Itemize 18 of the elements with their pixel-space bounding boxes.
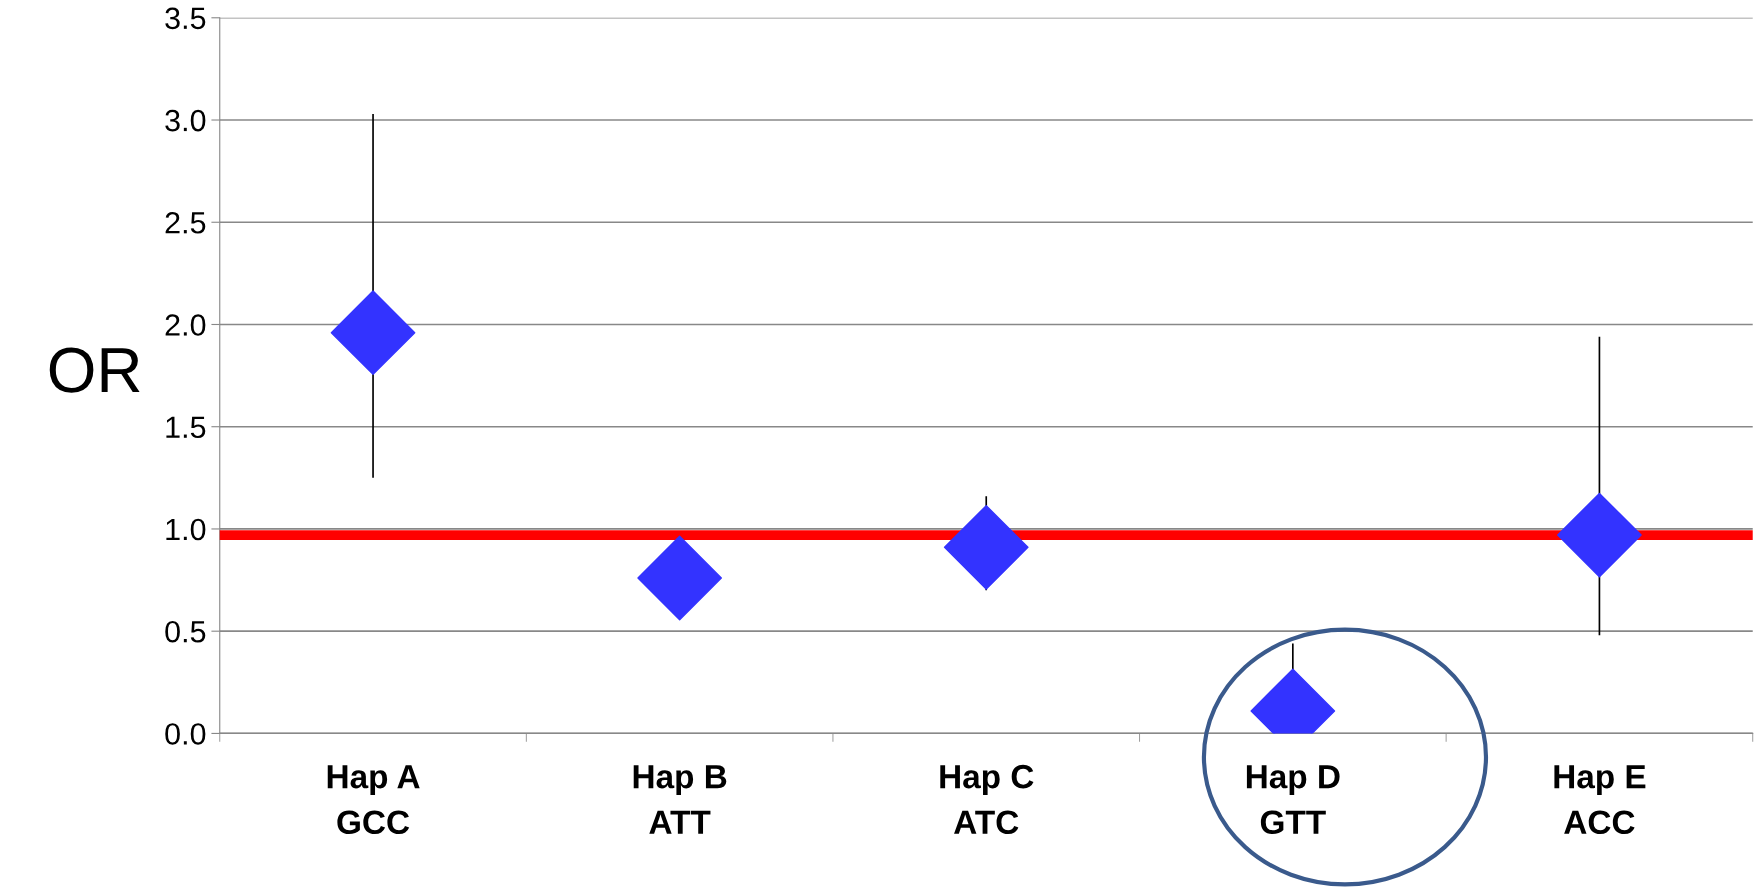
x-tick-label: Hap A GCC	[327, 765, 420, 835]
x-tick-label: Hap E ACC	[1554, 765, 1646, 835]
y-axis-title: OR	[49, 347, 140, 393]
y-tick-label: 2.5	[165, 211, 206, 234]
x-tick-label: Hap B ATT	[633, 765, 727, 834]
x-tick-label: Hap D GTT	[1246, 765, 1340, 835]
x-tick-label: Hap C ATC	[940, 764, 1034, 835]
y-tick-label: 0.5	[165, 620, 206, 643]
y-tick-label: 0.0	[165, 723, 206, 745]
y-tick-label: 1.5	[166, 416, 206, 439]
y-tick-label: 1.0	[166, 518, 206, 541]
y-tick-label: 3.0	[165, 109, 206, 132]
point	[637, 535, 723, 621]
y-tick-label: 3.5	[165, 7, 206, 30]
point	[943, 504, 1029, 590]
y-tick-label: 2.0	[165, 314, 206, 336]
point	[330, 290, 416, 376]
point	[1557, 492, 1642, 578]
